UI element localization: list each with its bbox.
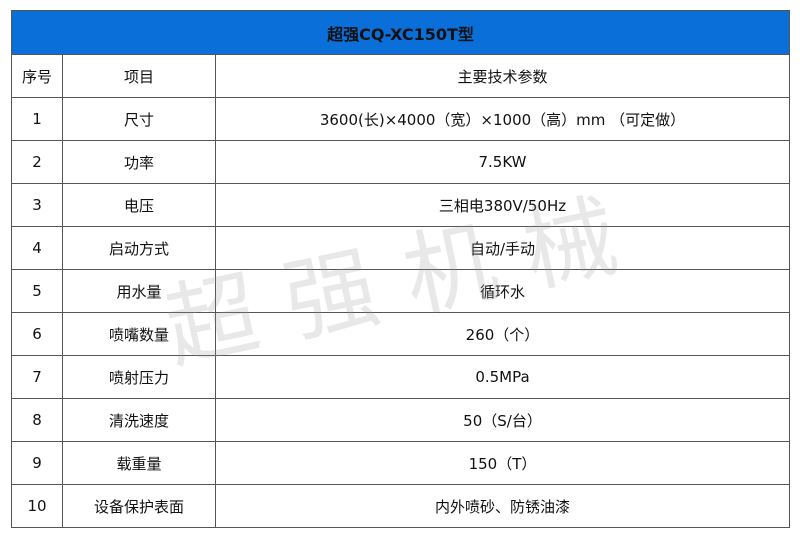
row-value: 7.5KW [215,140,790,184]
row-number: 5 [11,269,63,313]
column-header-value: 主要技术参数 [215,54,790,98]
column-header-row: 序号 项目 主要技术参数 [11,54,790,98]
table-row: 7 喷射压力 0.5MPa [11,355,790,399]
row-item: 用水量 [62,269,216,313]
table-row: 8 清洗速度 50（S/台） [11,398,790,442]
row-item: 电压 [62,183,216,227]
row-item: 清洗速度 [62,398,216,442]
table-row: 4 启动方式 自动/手动 [11,226,790,270]
table-row: 1 尺寸 3600(长)×4000（宽）×1000（高）mm （可定做） [11,97,790,141]
row-value: 内外喷砂、防锈油漆 [215,484,790,528]
table-row: 5 用水量 循环水 [11,269,790,313]
row-value: 260（个） [215,312,790,356]
row-value: 三相电380V/50Hz [215,183,790,227]
row-value: 50（S/台） [215,398,790,442]
row-item: 喷射压力 [62,355,216,399]
row-number: 6 [11,312,63,356]
row-number: 10 [11,484,63,528]
table-row: 9 载重量 150（T） [11,441,790,485]
table-title: 超强CQ-XC150T型 [11,10,790,55]
table-title-row: 超强CQ-XC150T型 [11,10,790,55]
row-number: 7 [11,355,63,399]
column-header-item: 项目 [62,54,216,98]
row-item: 设备保护表面 [62,484,216,528]
row-number: 4 [11,226,63,270]
row-value: 3600(长)×4000（宽）×1000（高）mm （可定做） [215,97,790,141]
column-header-no: 序号 [11,54,63,98]
row-item: 启动方式 [62,226,216,270]
table-row: 3 电压 三相电380V/50Hz [11,183,790,227]
row-value: 自动/手动 [215,226,790,270]
row-number: 1 [11,97,63,141]
row-item: 功率 [62,140,216,184]
row-value: 循环水 [215,269,790,313]
row-item: 尺寸 [62,97,216,141]
row-value: 0.5MPa [215,355,790,399]
row-value: 150（T） [215,441,790,485]
row-item: 载重量 [62,441,216,485]
table-row: 10 设备保护表面 内外喷砂、防锈油漆 [11,484,790,528]
row-number: 3 [11,183,63,227]
row-number: 8 [11,398,63,442]
table-row: 6 喷嘴数量 260（个） [11,312,790,356]
row-number: 9 [11,441,63,485]
spec-table: 超强CQ-XC150T型 序号 项目 主要技术参数 1 尺寸 3600(长)×400… [11,10,790,528]
row-item: 喷嘴数量 [62,312,216,356]
table-row: 2 功率 7.5KW [11,140,790,184]
row-number: 2 [11,140,63,184]
